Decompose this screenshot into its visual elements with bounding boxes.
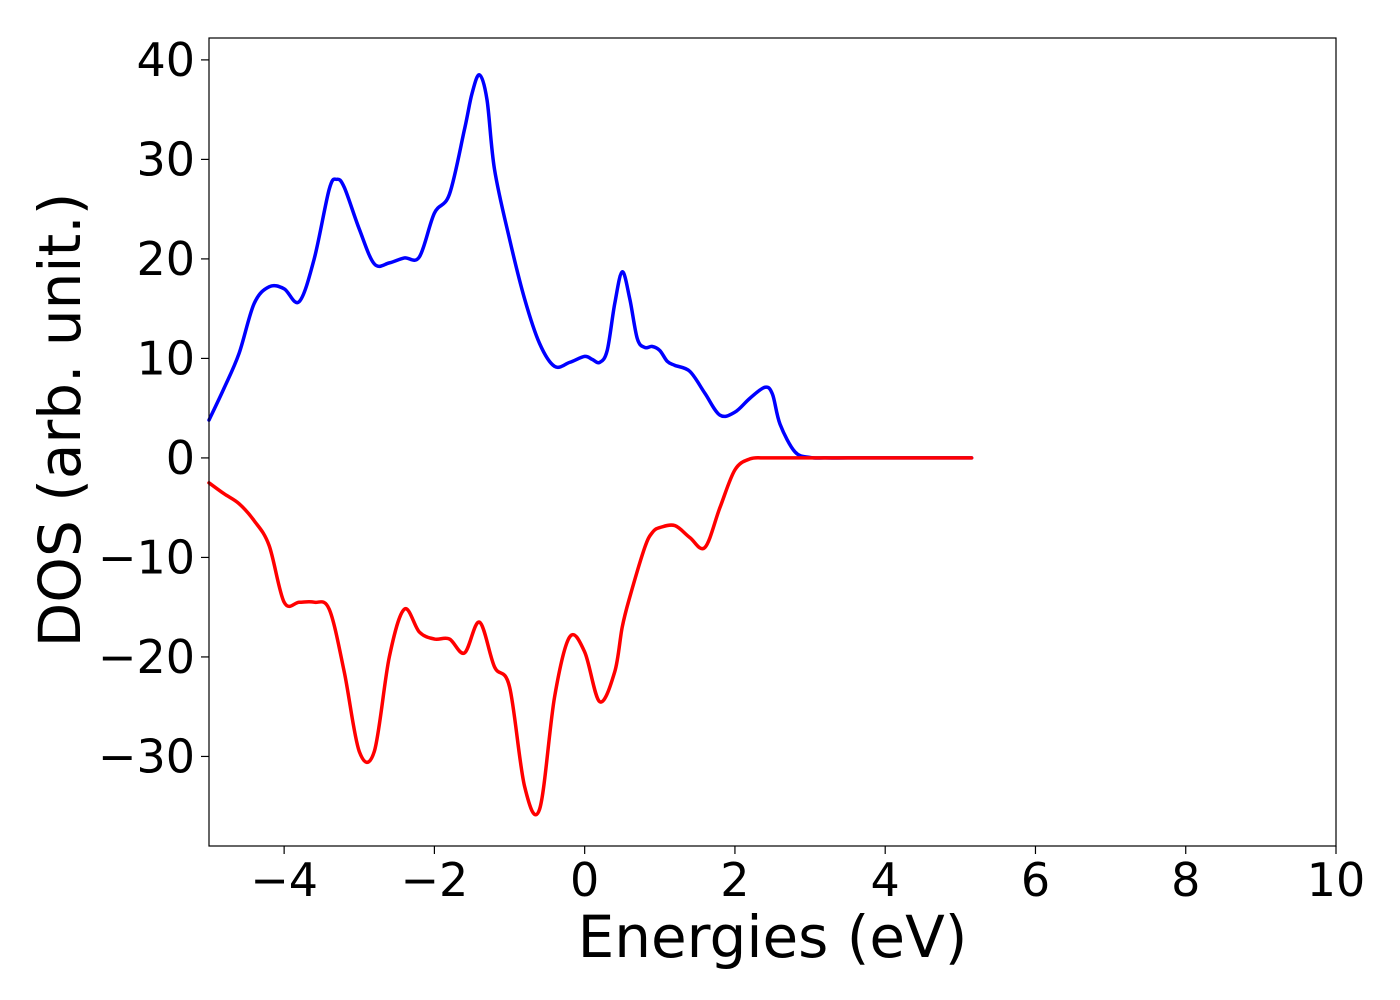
x-tick-label: 4 bbox=[871, 853, 900, 907]
x-axis-ticks: −4 −2 0 2 4 6 8 10 bbox=[250, 846, 1365, 907]
y-tick-label: 10 bbox=[136, 331, 195, 385]
plot-frame bbox=[208, 37, 1337, 847]
y-tick-label: 40 bbox=[136, 33, 195, 87]
x-tick-label: 2 bbox=[720, 853, 749, 907]
y-axis-ticks: −30 −20 −10 0 10 20 30 40 bbox=[98, 33, 209, 783]
x-axis-label: Energies (eV) bbox=[578, 903, 968, 971]
y-axis-label: DOS (arb. unit.) bbox=[26, 193, 94, 648]
x-tick-label: 6 bbox=[1021, 853, 1050, 907]
x-tick-label: 0 bbox=[570, 853, 599, 907]
x-tick-label: 10 bbox=[1307, 853, 1366, 907]
x-tick-label: 8 bbox=[1171, 853, 1200, 907]
dos-series-line-red bbox=[207, 455, 974, 817]
x-tick-label: −2 bbox=[400, 853, 468, 907]
dos-series-line-blue bbox=[207, 73, 974, 460]
y-tick-label: 20 bbox=[136, 232, 195, 286]
series-layer bbox=[207, 73, 974, 817]
y-tick-label: −30 bbox=[98, 729, 195, 783]
y-tick-label: −20 bbox=[98, 630, 195, 684]
y-tick-label: 30 bbox=[136, 132, 195, 186]
y-tick-label: −10 bbox=[98, 530, 195, 584]
y-tick-label: 0 bbox=[166, 431, 195, 485]
x-tick-label: −4 bbox=[250, 853, 318, 907]
